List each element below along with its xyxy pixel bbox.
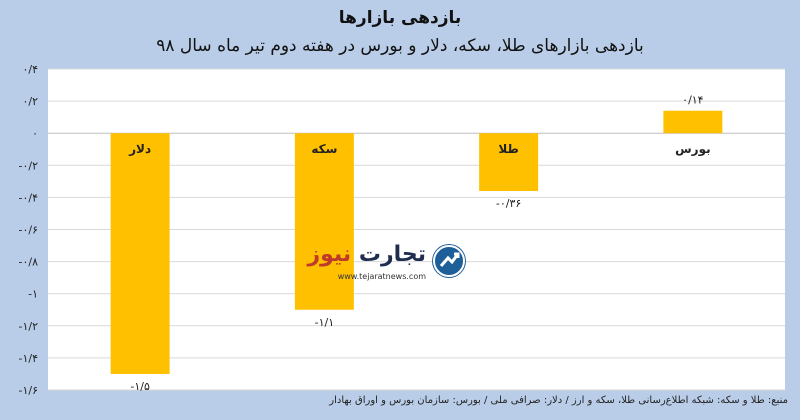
y-tick-label: -۱/۲ <box>19 320 39 333</box>
y-tick-label: -۰/۴ <box>19 191 39 204</box>
chart-title: بازدهی بازارها <box>338 8 462 28</box>
chart-subtitle: بازدهی بازارهای طلا، سکه، دلار و بورس در… <box>156 36 644 56</box>
category-label: دلار <box>128 142 151 156</box>
publisher-logo: تجارت نیوز www.tejaratnews.com <box>307 240 466 288</box>
data-label: -۱/۵ <box>130 380 150 393</box>
data-label: -۱/۱ <box>315 316 335 329</box>
y-tick-label: -۱/۶ <box>19 384 39 397</box>
data-label: -۰/۳۶ <box>496 197 521 210</box>
source-note: منبع: طلا و سکه: شبکه اطلاع‌رسانی طلا، س… <box>329 395 788 406</box>
logo-name-part1: تجارت <box>358 242 426 267</box>
bar <box>110 133 170 374</box>
y-tick-label: ۰/۲ <box>22 95 38 108</box>
category-label: طلا <box>498 142 518 156</box>
bar <box>479 133 539 191</box>
logo-wordmark: تجارت نیوز <box>307 242 426 267</box>
bar <box>294 133 354 310</box>
y-tick-label: -۰/۶ <box>19 224 39 237</box>
y-tick-label: ۰/۴ <box>22 63 38 76</box>
logo-name-part2: نیوز <box>307 242 352 267</box>
y-tick-label: -۱/۴ <box>19 352 39 365</box>
logo-globe-icon <box>432 244 466 278</box>
y-tick-label: -۰/۸ <box>19 256 39 269</box>
label-layer: دلار -۱/۵ سکه -۱/۱ طلا -۰/۳۶ بورس ۰/۱۴ <box>128 94 711 393</box>
y-tick-label: -۱ <box>28 288 38 301</box>
y-tick-label: ۰ <box>32 127 38 140</box>
category-label: سکه <box>311 142 337 156</box>
logo-url: www.tejaratnews.com <box>337 272 426 281</box>
category-label: بورس <box>675 142 711 157</box>
y-axis-ticks: ۰/۴ ۰/۲ ۰ -۰/۲ -۰/۴ -۰/۶ -۰/۸ -۱ -۱/۲ -۱/۴ -۱/۶ <box>19 63 39 397</box>
y-tick-label: -۰/۲ <box>19 159 39 172</box>
grid-layer <box>48 68 785 391</box>
bar <box>663 110 723 134</box>
data-label: ۰/۱۴ <box>682 94 704 107</box>
bar-layer <box>110 110 723 374</box>
